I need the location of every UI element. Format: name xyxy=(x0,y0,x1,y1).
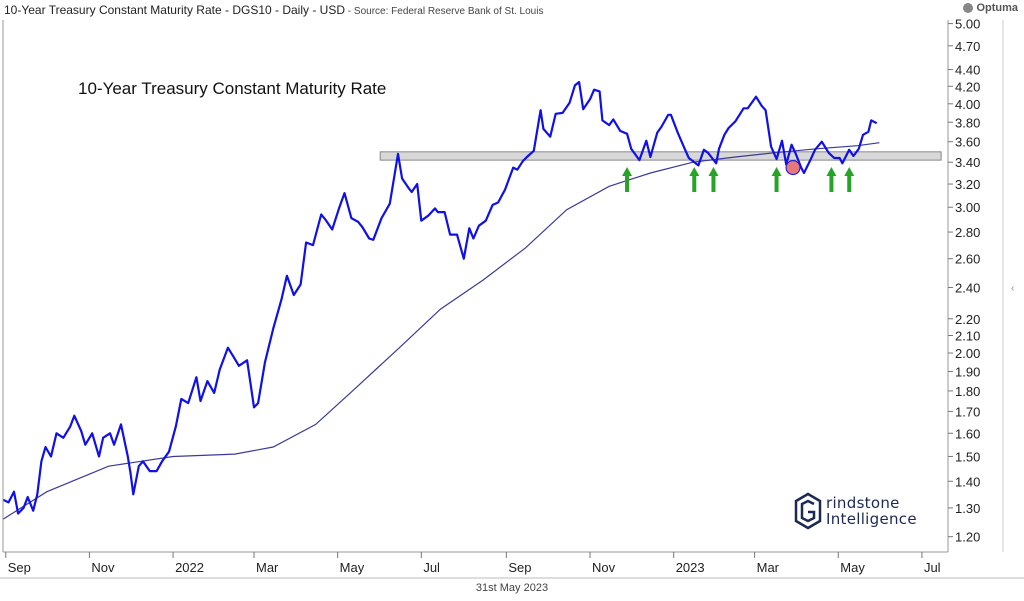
y-tick-label: 2.10 xyxy=(955,328,980,343)
support-up-arrow-icon xyxy=(622,167,633,192)
x-tick-label: Mar xyxy=(256,560,279,575)
support-up-arrow-icon xyxy=(708,167,719,192)
scroll-left-arrow-icon[interactable]: ‹ xyxy=(1011,283,1015,294)
arrow-shaft xyxy=(692,175,697,192)
x-tick-label: Jul xyxy=(924,560,941,575)
chart-header-title: 10-Year Treasury Constant Maturity Rate … xyxy=(4,3,346,17)
chart-title: 10-Year Treasury Constant Maturity Rate xyxy=(78,79,386,98)
grindstone-line2: Intelligence xyxy=(826,510,917,528)
y-tick-label: 4.00 xyxy=(955,97,980,112)
moving-average-line xyxy=(2,142,880,520)
y-tick-label: 2.20 xyxy=(955,312,980,327)
y-tick-label: 2.40 xyxy=(955,280,980,295)
x-tick-label: Nov xyxy=(91,560,115,575)
x-tick-label: Nov xyxy=(592,560,616,575)
optuma-brand: Optuma xyxy=(963,2,1018,14)
arrow-shaft xyxy=(711,175,716,192)
y-tick-label: 5.00 xyxy=(955,17,980,32)
support-up-arrow-icon xyxy=(826,167,837,192)
support-up-arrow-icon xyxy=(689,167,700,192)
support-up-arrow-icon xyxy=(771,167,782,192)
y-tick-label: 1.60 xyxy=(955,426,980,441)
y-tick-label: 3.20 xyxy=(955,177,980,192)
x-tick-label: May xyxy=(340,560,365,575)
y-tick-label: 3.60 xyxy=(955,135,980,150)
x-tick-label: Mar xyxy=(757,560,780,575)
y-tick-label: 2.00 xyxy=(955,346,980,361)
arrow-shaft xyxy=(774,175,779,192)
y-tick-label: 1.30 xyxy=(955,501,980,516)
rate-series-line xyxy=(2,80,878,515)
arrow-head xyxy=(689,167,700,176)
y-tick-label: 1.80 xyxy=(955,384,980,399)
y-tick-label: 2.60 xyxy=(955,252,980,267)
optuma-logo-icon xyxy=(963,3,974,13)
support-up-arrow-icon xyxy=(844,167,855,192)
x-tick-label: 2022 xyxy=(175,560,204,575)
arrow-shaft xyxy=(847,175,852,192)
x-tick-label: Sep xyxy=(508,560,531,575)
arrow-head xyxy=(826,167,837,176)
arrow-head xyxy=(708,167,719,176)
x-tick-label: May xyxy=(840,560,865,575)
y-tick-label: 1.40 xyxy=(955,474,980,489)
x-tick-label: Jul xyxy=(423,560,440,575)
y-tick-label: 3.80 xyxy=(955,115,980,130)
grindstone-line1: rindstone xyxy=(826,494,900,512)
arrow-head xyxy=(622,167,633,176)
y-tick-label: 3.40 xyxy=(955,155,980,170)
y-tick-label: 1.20 xyxy=(955,530,980,545)
resistance-band xyxy=(379,151,942,161)
y-tick-label: 4.20 xyxy=(955,79,980,94)
arrow-head xyxy=(771,167,782,176)
arrow-shaft xyxy=(829,175,834,192)
y-tick-label: 4.40 xyxy=(955,63,980,78)
footer-date: 31st May 2023 xyxy=(475,582,549,594)
breakdown-circle-marker xyxy=(785,160,801,176)
chart-header: 10-Year Treasury Constant Maturity Rate … xyxy=(4,3,543,17)
arrow-shaft xyxy=(625,175,630,192)
chart-header-source: - Source: Federal Reserve Bank of St. Lo… xyxy=(345,6,544,17)
y-tick-label: 2.80 xyxy=(955,225,980,240)
x-tick-label: 2023 xyxy=(676,560,705,575)
grindstone-hex-icon xyxy=(794,492,822,530)
y-tick-label: 1.90 xyxy=(955,364,980,379)
y-tick-label: 1.70 xyxy=(955,404,980,419)
optuma-brand-label: Optuma xyxy=(976,2,1018,14)
arrow-head xyxy=(844,167,855,176)
x-tick-label: Sep xyxy=(8,560,31,575)
y-tick-label: 3.00 xyxy=(955,200,980,215)
y-tick-label: 4.70 xyxy=(955,39,980,54)
y-tick-label: 1.50 xyxy=(955,449,980,464)
grindstone-logo: rindstone Intelligence xyxy=(794,492,917,530)
